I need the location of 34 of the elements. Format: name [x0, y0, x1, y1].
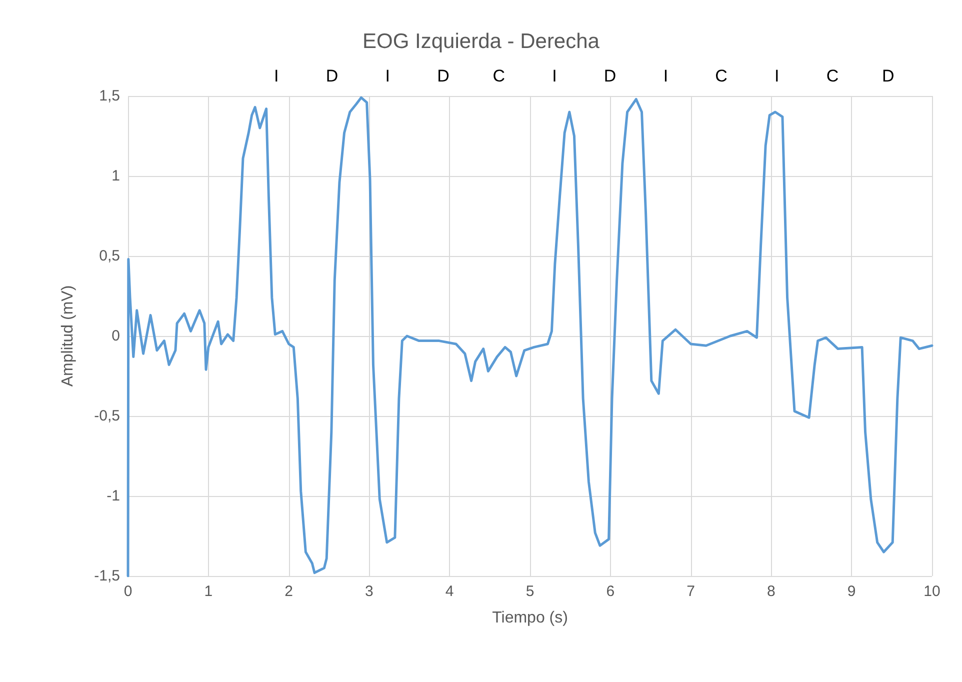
x-tick-label: 10: [924, 583, 940, 600]
text: C: [826, 66, 839, 86]
x-tick-label: 5: [526, 583, 534, 600]
x-tick-label: 9: [847, 583, 856, 600]
x-tick-label: 0: [124, 583, 132, 600]
y-tick-label: -1,5: [94, 568, 120, 584]
y-tick-label: 1,5: [99, 88, 120, 104]
y-tick-label: -1: [106, 488, 120, 504]
text: I: [274, 66, 279, 86]
x-tick-label: 1: [204, 583, 213, 600]
text: I: [385, 66, 390, 86]
y-tick-label: 0: [112, 328, 120, 344]
x-tick-label: 3: [365, 583, 374, 600]
x-tick-label: 7: [686, 583, 695, 600]
x-axis-title: Tiempo (s): [492, 610, 568, 626]
y-tick-label: -0,5: [94, 408, 120, 424]
text: D: [604, 66, 616, 86]
x-tick-label: 6: [606, 583, 615, 600]
x-tick-label: 8: [767, 583, 776, 600]
text: C: [492, 66, 505, 86]
line-series: [126, 96, 934, 578]
y-tick-label: 1: [112, 168, 120, 184]
chart-title: EOG Izquierda - Derecha: [362, 30, 600, 53]
y-axis-title: Amplitud (mV): [60, 285, 76, 387]
text: I: [774, 66, 780, 86]
text: C: [715, 66, 728, 86]
text: D: [326, 66, 338, 86]
text: I: [663, 66, 668, 86]
y-tick-label: 0,5: [99, 248, 120, 264]
text: I: [552, 66, 557, 86]
x-tick-label: 2: [284, 583, 293, 600]
text: D: [882, 66, 894, 86]
text: D: [437, 66, 450, 86]
x-tick-label: 4: [445, 583, 454, 600]
